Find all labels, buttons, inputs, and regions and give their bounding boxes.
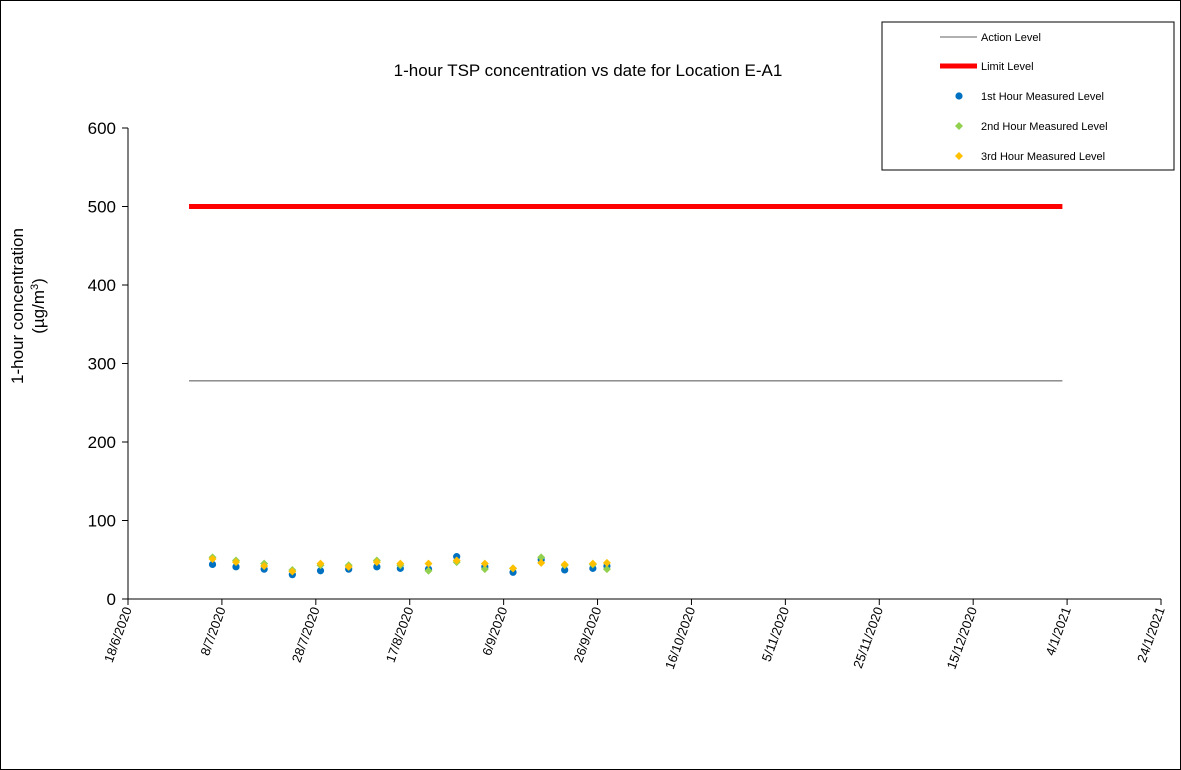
- legend-label: 3rd Hour Measured Level: [981, 151, 1105, 163]
- data-point: [480, 559, 489, 568]
- series-3: [208, 553, 611, 579]
- data-point: [231, 558, 240, 567]
- y-tick-label: 0: [107, 590, 116, 609]
- x-tick-label: 18/6/2020: [101, 605, 135, 664]
- data-point: [396, 559, 405, 568]
- y-axis-label-close: ): [29, 278, 48, 284]
- legend-entry: Limit Level: [940, 61, 1034, 73]
- legend-swatch: [955, 122, 963, 130]
- legend-swatch: [955, 92, 963, 100]
- data-point: [424, 566, 433, 575]
- series-5: [208, 554, 611, 576]
- data-point: [208, 554, 217, 563]
- data-point: [537, 553, 546, 562]
- data-point: [232, 563, 240, 571]
- series-layer: [189, 204, 1063, 579]
- data-point: [316, 559, 325, 568]
- legend-entry: 3rd Hour Measured Level: [955, 151, 1105, 163]
- legend-entry: 1st Hour Measured Level: [955, 91, 1104, 103]
- y-axis-label-superscript: 3: [29, 284, 41, 290]
- x-tick-label: 24/1/2021: [1134, 605, 1168, 664]
- legend: Action Level Limit Level 1st Hour Measured…: [881, 21, 1175, 171]
- data-point: [537, 558, 546, 567]
- data-point: [452, 556, 461, 565]
- x-tick-label: 17/8/2020: [383, 605, 417, 664]
- data-point: [480, 565, 489, 574]
- x-tick-label: 28/7/2020: [289, 605, 323, 664]
- data-point: [208, 560, 217, 569]
- data-point: [588, 559, 597, 568]
- y-tick-label: 500: [88, 198, 116, 217]
- data-point: [560, 560, 569, 569]
- data-point: [288, 567, 297, 576]
- chart-title: 1-hour TSP concentration vs date for Loc…: [394, 61, 783, 80]
- axes: [127, 128, 1161, 600]
- data-point: [561, 566, 569, 574]
- y-axis-label-line1: 1-hour concentration: [8, 228, 27, 384]
- x-tick-label: 25/11/2020: [850, 605, 886, 670]
- legend-label: 1st Hour Measured Level: [981, 91, 1104, 103]
- data-point: [260, 562, 269, 571]
- y-axis-label-line2: (µg/m3): [29, 278, 48, 334]
- y-tick-label: 300: [88, 355, 116, 374]
- data-point: [509, 564, 518, 573]
- y-ticks: 0 100 200 300 400 500 600: [88, 119, 128, 609]
- data-point: [373, 563, 381, 571]
- y-tick-label: 100: [88, 512, 116, 531]
- data-point: [316, 567, 325, 575]
- legend-entry: Action Level: [940, 32, 1041, 44]
- x-tick-label: 5/11/2020: [759, 605, 793, 664]
- y-axis-label-unit: (µg/m: [29, 290, 48, 334]
- y-tick-label: 400: [88, 276, 116, 295]
- x-tick-label: 16/10/2020: [662, 605, 698, 671]
- data-point: [602, 565, 611, 574]
- data-point: [372, 558, 381, 567]
- data-point: [344, 562, 353, 571]
- legend-swatch: [955, 152, 963, 160]
- series-4: [208, 553, 611, 575]
- y-tick-label: 200: [88, 433, 116, 452]
- legend-label: Action Level: [981, 32, 1041, 44]
- x-tick-label: 8/7/2020: [197, 605, 228, 658]
- legend-label: 2nd Hour Measured Level: [981, 121, 1108, 133]
- x-tick-label: 15/12/2020: [944, 605, 980, 671]
- x-tick-label: 26/9/2020: [570, 605, 604, 664]
- y-axis-label: 1-hour concentration (µg/m3): [8, 228, 48, 384]
- legend-box: [881, 21, 1175, 171]
- y-tick-label: 600: [88, 119, 116, 138]
- data-point: [602, 558, 611, 567]
- x-tick-label: 4/1/2021: [1043, 605, 1074, 658]
- data-point: [424, 559, 433, 568]
- x-ticks: 18/6/2020 8/7/2020 28/7/2020 17/8/2020 6/9/2…: [101, 599, 1168, 671]
- legend-label: Limit Level: [981, 61, 1034, 73]
- legend-entry: 2nd Hour Measured Level: [955, 121, 1108, 133]
- x-tick-label: 6/9/2020: [479, 605, 510, 658]
